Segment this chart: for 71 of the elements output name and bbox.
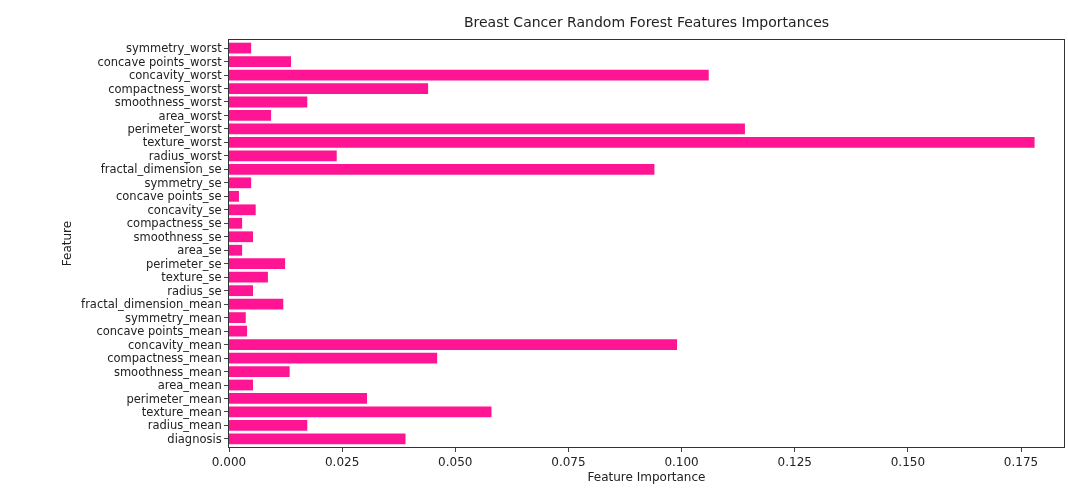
x-tick-label: 0.150	[890, 455, 926, 470]
x-tick-label: 0.125	[777, 455, 812, 470]
bar	[229, 312, 246, 324]
bar	[229, 393, 368, 404]
bar	[229, 352, 438, 364]
bar	[229, 406, 492, 418]
y-tick-label: concave points_mean	[96, 324, 222, 339]
x-tick-label: 0.075	[551, 455, 586, 470]
bar	[229, 379, 253, 391]
x-tick-label: 0.000	[211, 455, 247, 470]
y-tick-label: texture_se	[161, 270, 222, 285]
y-tick-label: smoothness_se	[133, 229, 222, 244]
x-axis-title: Feature Importance	[587, 470, 706, 485]
y-tick-label: concavity_worst	[128, 68, 223, 83]
y-tick-label: perimeter_mean	[126, 391, 222, 406]
y-tick-label: fractal_dimension_mean	[81, 297, 222, 312]
y-tick-label: texture_mean	[141, 404, 222, 419]
y-tick-label: symmetry_worst	[125, 41, 223, 56]
bar	[229, 83, 429, 94]
bar	[229, 190, 239, 202]
y-tick-label: area_worst	[158, 108, 223, 123]
bar	[229, 366, 290, 377]
bar	[229, 231, 253, 243]
y-tick-label: compactness_mean	[107, 351, 222, 366]
bar	[229, 69, 709, 81]
y-tick-label: fractal_dimension_se	[100, 162, 222, 177]
bar	[229, 420, 308, 431]
bar	[229, 285, 253, 297]
bar	[229, 271, 268, 283]
y-tick-label: concave points_se	[116, 189, 222, 204]
y-tick-label: perimeter_worst	[127, 121, 223, 136]
y-tick-label: smoothness_mean	[113, 364, 222, 379]
x-tick-label: 0.025	[324, 455, 360, 470]
bar	[229, 96, 308, 108]
y-tick-label: symmetry_mean	[125, 310, 222, 325]
bar	[229, 244, 243, 256]
bar	[229, 204, 256, 216]
x-tick-label: 0.050	[438, 455, 473, 470]
bar	[229, 137, 1035, 148]
bar	[229, 56, 291, 67]
y-axis-title: Feature	[60, 220, 75, 267]
y-tick-label: texture_worst	[142, 135, 223, 150]
y-tick-label: perimeter_se	[145, 256, 222, 271]
y-tick-label: compactness_worst	[108, 81, 223, 96]
x-tick-label: 0.175	[1003, 455, 1039, 470]
y-tick-label: area_se	[177, 243, 222, 258]
bar	[229, 110, 272, 121]
y-tick-label: symmetry_se	[144, 175, 222, 190]
x-tick-label: 0.100	[664, 455, 699, 470]
bar	[229, 258, 286, 270]
bar	[229, 163, 655, 175]
bar	[229, 217, 243, 229]
bar	[229, 339, 678, 350]
y-tick-label: concavity_se	[147, 202, 222, 217]
bar	[229, 123, 745, 135]
y-tick-label: concave points_worst	[97, 54, 223, 69]
y-tick-label: area_mean	[157, 378, 222, 393]
bar	[229, 177, 252, 189]
y-tick-label: smoothness_worst	[114, 95, 223, 110]
y-tick-label: concavity_mean	[128, 337, 222, 352]
y-tick-label: radius_se	[167, 283, 222, 298]
bar	[229, 42, 252, 54]
chart-title: Breast Cancer Random Forest Features Importances	[463, 14, 830, 31]
bar	[229, 433, 406, 445]
y-tick-label: radius_worst	[148, 148, 223, 163]
bar	[229, 325, 248, 337]
bar	[229, 150, 337, 162]
y-tick-label: compactness_se	[126, 216, 222, 231]
bar	[229, 298, 284, 310]
y-tick-label: radius_mean	[147, 418, 222, 433]
y-tick-label: diagnosis	[167, 431, 222, 446]
